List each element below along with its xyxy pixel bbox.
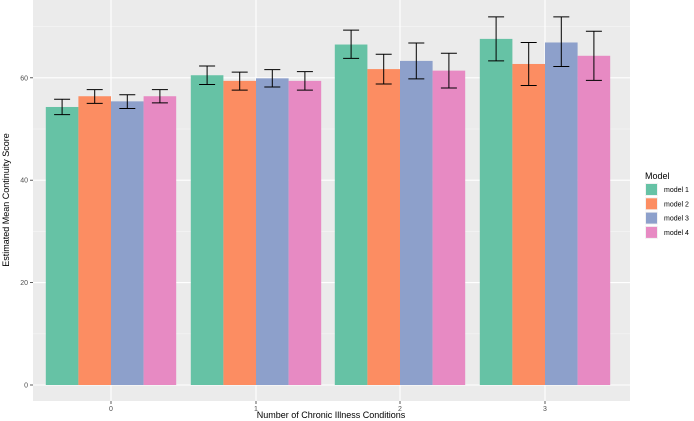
bar: [143, 96, 177, 386]
bar: [479, 38, 513, 385]
bar: [223, 80, 256, 385]
error-bar: [296, 71, 313, 91]
y-tick-label: 20: [20, 280, 28, 287]
bar: [78, 96, 111, 386]
y-axis-title: Estimated Mean Continuity Score: [1, 133, 11, 267]
error-bar: [520, 41, 537, 86]
legend-swatch: [646, 212, 657, 224]
bar: [45, 106, 79, 385]
legend-item: model 2: [645, 197, 689, 211]
error-bar: [343, 29, 360, 59]
y-tick-label: 40: [20, 178, 28, 185]
y-axis: 0 20 40 60: [20, 75, 33, 390]
error-bar: [264, 69, 281, 88]
legend-swatch: [646, 184, 657, 195]
x-axis: 0 1 2 3: [109, 401, 547, 413]
x-tick-label: 0: [109, 406, 113, 413]
legend-item: model 4: [645, 225, 689, 239]
y-tick-label: 60: [20, 75, 28, 82]
bar: [367, 69, 400, 385]
bar: [577, 55, 611, 386]
y-tick-label: 0: [24, 383, 28, 390]
bar: [256, 78, 289, 385]
error-bar: [231, 71, 248, 91]
error-bar: [199, 65, 216, 85]
error-bar: [553, 16, 570, 68]
bar: [512, 63, 545, 385]
error-bar: [440, 52, 457, 89]
bar: [432, 70, 466, 385]
legend-label: model 3: [664, 216, 689, 223]
legend-label: model 1: [664, 187, 689, 194]
bar: [288, 80, 322, 385]
bar: [190, 75, 224, 386]
legend-label: model 4: [664, 230, 689, 237]
error-bar: [119, 94, 136, 110]
error-bar: [54, 98, 71, 116]
bar: [545, 42, 578, 386]
legend: Model model 1 model 2 model 3 model 4: [645, 171, 689, 239]
x-tick-label: 3: [543, 406, 547, 413]
bar: [334, 44, 368, 386]
bars: [45, 38, 611, 386]
legend-label: model 2: [664, 201, 689, 208]
error-bar: [488, 16, 505, 62]
error-bars: [54, 16, 602, 116]
legend-item: model 3: [645, 211, 689, 225]
x-axis-title: Number of Chronic Illness Conditions: [257, 410, 406, 420]
legend-title: Model: [645, 171, 670, 181]
error-bar: [151, 89, 168, 104]
x-tick-label: 2: [398, 406, 402, 413]
error-bar: [86, 89, 103, 104]
legend-swatch: [646, 198, 657, 210]
error-bar: [375, 53, 392, 85]
error-bar: [408, 42, 425, 80]
x-tick-label: 1: [254, 406, 258, 413]
error-bar: [585, 30, 602, 81]
legend-swatch: [646, 226, 657, 238]
legend-item: model 1: [645, 183, 689, 196]
bar: [111, 101, 144, 386]
bar: [400, 60, 433, 386]
